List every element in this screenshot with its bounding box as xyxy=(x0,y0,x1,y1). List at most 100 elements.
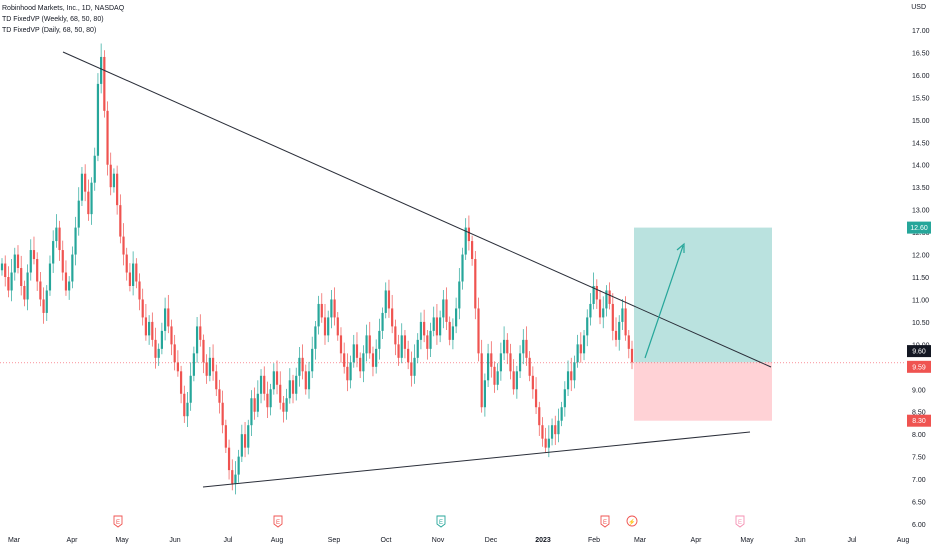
x-tick-label: Aug xyxy=(897,537,910,544)
candle-body xyxy=(387,290,391,309)
target-price-tag xyxy=(907,221,931,234)
candle-body xyxy=(263,375,266,394)
candle-body xyxy=(506,339,509,354)
candle-body xyxy=(52,241,55,264)
event-label: E xyxy=(116,520,120,526)
candle-body xyxy=(349,362,352,381)
dividend-icon[interactable]: ⚡ xyxy=(626,515,638,527)
candle-body xyxy=(605,290,608,309)
candle-body xyxy=(368,335,371,354)
earnings-icon[interactable]: E xyxy=(600,515,610,528)
earnings-icon[interactable]: E xyxy=(273,515,283,528)
candle-body xyxy=(272,371,275,390)
candle-body xyxy=(7,277,10,291)
candle-body xyxy=(403,335,407,349)
candle-body xyxy=(122,236,125,255)
symbol-title: Robinhood Markets, Inc., 1D, NASDAQ xyxy=(2,5,125,12)
y-tick-label: 13.00 xyxy=(912,208,930,215)
candle-body xyxy=(116,173,119,206)
candle-body xyxy=(234,474,237,484)
x-tick-label: Apr xyxy=(691,537,703,544)
earnings-icon[interactable]: E xyxy=(735,515,745,528)
x-tick-label: Dec xyxy=(485,537,498,544)
projection-arrow-head xyxy=(676,242,685,253)
candle-body xyxy=(458,281,461,309)
candle-body xyxy=(20,268,23,286)
x-tick-label: Jun xyxy=(169,537,180,544)
entry-price-tag xyxy=(907,360,931,373)
y-tick-label: 7.00 xyxy=(912,477,926,484)
candle-body xyxy=(237,456,240,475)
candle-body xyxy=(394,326,397,345)
candle-body xyxy=(71,254,74,282)
events[interactable]: E E E E ⚡ E xyxy=(113,515,745,528)
candle-body xyxy=(151,321,154,340)
candle-body xyxy=(74,227,77,255)
candle-body xyxy=(106,110,109,165)
axes: 17.00 16.50 16.00 15.50 15.00 14.50 14.00 13.50… xyxy=(8,28,930,544)
candle-body xyxy=(90,182,93,215)
x-tick-label: May xyxy=(115,537,129,544)
candle-body xyxy=(346,366,349,381)
y-tick-label: 13.50 xyxy=(912,185,930,192)
candle-body xyxy=(103,56,106,111)
stop-price-text: 8.30 xyxy=(912,418,926,425)
earnings-marker-shape xyxy=(113,515,123,528)
candle-body xyxy=(36,259,39,282)
indicator-daily-label: TD FixedVP (Daily, 68, 50, 80) xyxy=(2,27,97,34)
candle-body xyxy=(259,375,263,394)
candle-body xyxy=(336,317,339,336)
support-trendline xyxy=(202,431,751,488)
candle-body xyxy=(461,254,464,282)
position-tool[interactable] xyxy=(0,227,905,421)
chart-legend: Robinhood Markets, Inc., 1D, NASDAQ TD F… xyxy=(2,3,124,36)
candle-body xyxy=(275,371,279,385)
candle-body xyxy=(343,353,346,367)
candle-body xyxy=(515,371,518,390)
candle-body xyxy=(45,290,48,313)
earnings-marker-shape xyxy=(735,515,745,528)
candle-body xyxy=(375,348,378,367)
candle-body xyxy=(471,241,474,260)
candle-body xyxy=(371,353,375,367)
candle-body xyxy=(317,303,320,327)
candle-body xyxy=(61,250,64,273)
target-price-text: 12.60 xyxy=(910,225,928,232)
y-tick-label: 11.00 xyxy=(912,297,929,304)
candle-body xyxy=(211,357,215,372)
candle-body xyxy=(288,380,291,399)
event-label: E xyxy=(603,520,607,526)
candle-body xyxy=(29,250,32,273)
earnings-icon[interactable]: E xyxy=(113,515,123,528)
candle-body xyxy=(16,254,20,269)
candle-body xyxy=(23,285,26,300)
candle-body xyxy=(496,371,499,385)
candle-body xyxy=(493,366,496,385)
candle-body xyxy=(58,227,61,251)
candle-body xyxy=(269,389,272,408)
candle-body xyxy=(13,254,16,273)
earnings-icon[interactable]: E xyxy=(436,515,446,528)
candle-body xyxy=(618,321,621,340)
candle-body xyxy=(630,348,634,363)
candle-body xyxy=(32,250,36,260)
candle-body xyxy=(544,438,547,448)
candle-body xyxy=(608,290,611,304)
trendlines[interactable] xyxy=(62,51,772,488)
candle-body xyxy=(391,308,394,327)
candle-body xyxy=(560,407,563,421)
candle-body xyxy=(400,335,403,358)
candle-body xyxy=(611,303,614,331)
candle-body xyxy=(311,348,314,372)
candle-body xyxy=(77,200,80,228)
candle-body xyxy=(525,339,528,358)
candle-body xyxy=(429,330,432,349)
y-tick-label: 7.50 xyxy=(912,455,926,462)
candle-body xyxy=(384,290,387,313)
candle-body xyxy=(333,299,336,318)
candle-body xyxy=(135,263,138,282)
entry-price-text: 9.59 xyxy=(912,364,926,371)
earnings-marker-shape xyxy=(273,515,283,528)
y-tick-label: 14.50 xyxy=(912,140,930,147)
